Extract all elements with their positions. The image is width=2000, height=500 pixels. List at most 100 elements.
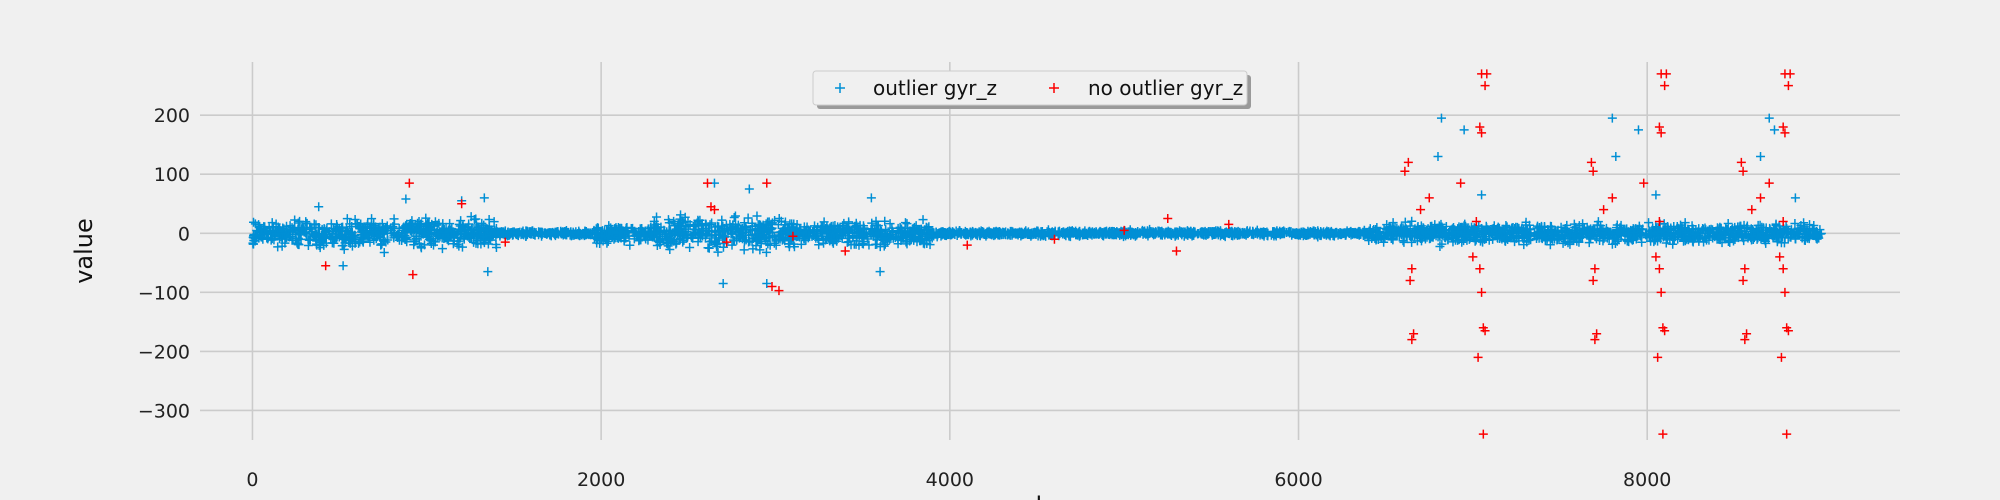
data-point-outlier-gyr-z [603,234,613,244]
data-point-outlier-gyr-z [843,224,853,234]
data-point-outlier-gyr-z [675,214,685,224]
data-point-outlier-gyr-z [674,225,684,235]
data-point-outlier-gyr-z [257,225,267,235]
data-point-no-outlier-gyr-z [1782,429,1792,439]
data-point-outlier-gyr-z [846,240,856,250]
data-point-no-outlier-gyr-z [1742,329,1752,339]
data-point-outlier-gyr-z [739,236,749,246]
data-point-outlier-gyr-z [768,231,778,241]
data-point-outlier-gyr-z [337,241,347,251]
data-point-outlier-gyr-z [1316,231,1326,241]
data-point-outlier-gyr-z [431,230,441,240]
data-point-outlier-gyr-z [456,216,466,226]
x-tick-label: 2000 [577,469,625,491]
data-point-outlier-gyr-z [484,221,494,231]
data-point-outlier-gyr-z [747,218,757,228]
data-point-outlier-gyr-z [893,234,903,244]
data-point-outlier-gyr-z [1272,227,1282,237]
data-point-no-outlier-gyr-z [1783,81,1793,91]
data-point-outlier-gyr-z [614,229,624,239]
data-point-outlier-gyr-z [900,223,910,233]
data-point-outlier-gyr-z [592,223,602,233]
data-point-outlier-gyr-z [434,218,444,228]
data-point-no-outlier-gyr-z [1776,352,1786,362]
data-point-outlier-gyr-z [739,218,749,228]
data-point-no-outlier-gyr-z [1778,122,1788,132]
data-point-outlier-gyr-z [591,232,601,242]
data-point-outlier-gyr-z [345,238,355,248]
data-point-outlier-gyr-z [713,247,723,257]
data-point-outlier-gyr-z [454,236,464,246]
data-point-no-outlier-gyr-z [1471,216,1481,226]
data-point-outlier-gyr-z [717,215,727,225]
data-point-outlier-gyr-z [829,227,839,237]
data-point-outlier-gyr-z [885,219,895,229]
data-point-outlier-gyr-z [712,242,722,252]
data-point-outlier-gyr-z [479,232,489,242]
data-point-no-outlier-gyr-z [1660,81,1670,91]
data-point-outlier-gyr-z [306,223,316,233]
data-point-outlier-gyr-z [273,242,283,252]
data-point-outlier-gyr-z [761,237,771,247]
data-point-outlier-gyr-z [902,233,912,243]
data-point-no-outlier-gyr-z [1409,329,1419,339]
data-point-outlier-gyr-z [1218,229,1228,239]
data-point-outlier-gyr-z [409,240,419,250]
data-point-outlier-gyr-z [663,215,673,225]
data-point-no-outlier-gyr-z [1775,252,1785,262]
data-point-no-outlier-gyr-z [1588,276,1598,286]
data-point-outlier-gyr-z [293,218,303,228]
data-point-outlier-gyr-z [744,230,754,240]
data-point-outlier-gyr-z [875,267,885,277]
data-point-outlier-gyr-z [635,235,645,245]
data-point-outlier-gyr-z [1232,229,1242,239]
data-point-outlier-gyr-z [970,228,980,238]
data-point-no-outlier-gyr-z [840,246,850,256]
data-point-outlier-gyr-z [888,233,898,243]
data-point-no-outlier-gyr-z [1747,205,1757,215]
data-point-outlier-gyr-z [1011,229,1021,239]
data-point-no-outlier-gyr-z [1482,69,1492,79]
y-tick-label: −300 [138,400,190,422]
data-point-outlier-gyr-z [1241,230,1251,240]
data-point-outlier-gyr-z [858,233,868,243]
data-point-outlier-gyr-z [755,245,765,255]
data-point-outlier-gyr-z [275,224,285,234]
data-point-outlier-gyr-z [628,226,638,236]
data-point-outlier-gyr-z [875,242,885,252]
data-point-no-outlier-gyr-z [1656,287,1666,297]
data-point-outlier-gyr-z [1433,152,1443,161]
data-point-outlier-gyr-z [667,234,677,244]
data-point-outlier-gyr-z [718,278,728,288]
data-point-outlier-gyr-z [1183,228,1193,238]
data-point-outlier-gyr-z [693,215,703,225]
data-point-outlier-gyr-z [752,211,762,221]
data-point-outlier-gyr-z [425,234,435,244]
x-tick-label: 6000 [1274,469,1322,491]
data-point-outlier-gyr-z [828,238,838,248]
data-point-no-outlier-gyr-z [404,178,414,188]
data-point-outlier-gyr-z [796,239,806,249]
y-tick-label: 200 [154,105,190,127]
data-point-no-outlier-gyr-z [1740,335,1750,345]
x-axis-label: samples [970,492,1070,500]
data-point-outlier-gyr-z [681,222,691,232]
data-point-outlier-gyr-z [704,225,714,235]
data-point-outlier-gyr-z [1260,229,1270,239]
legend-label-outlier: outlier gyr_z [873,76,997,100]
data-point-outlier-gyr-z [429,240,439,250]
data-point-outlier-gyr-z [784,224,794,234]
data-point-outlier-gyr-z [591,224,601,234]
data-point-outlier-gyr-z [303,240,313,250]
data-point-no-outlier-gyr-z [1590,335,1600,345]
legend-label-no-outlier: no outlier gyr_z [1088,76,1243,100]
data-point-outlier-gyr-z [475,226,485,236]
data-point-outlier-gyr-z [1083,230,1093,240]
data-points [248,69,1826,439]
data-point-outlier-gyr-z [739,245,749,255]
data-point-outlier-gyr-z [1769,125,1779,135]
data-point-outlier-gyr-z [338,261,348,271]
data-point-no-outlier-gyr-z [1756,193,1766,203]
data-point-outlier-gyr-z [347,222,357,232]
data-point-outlier-gyr-z [466,212,476,222]
